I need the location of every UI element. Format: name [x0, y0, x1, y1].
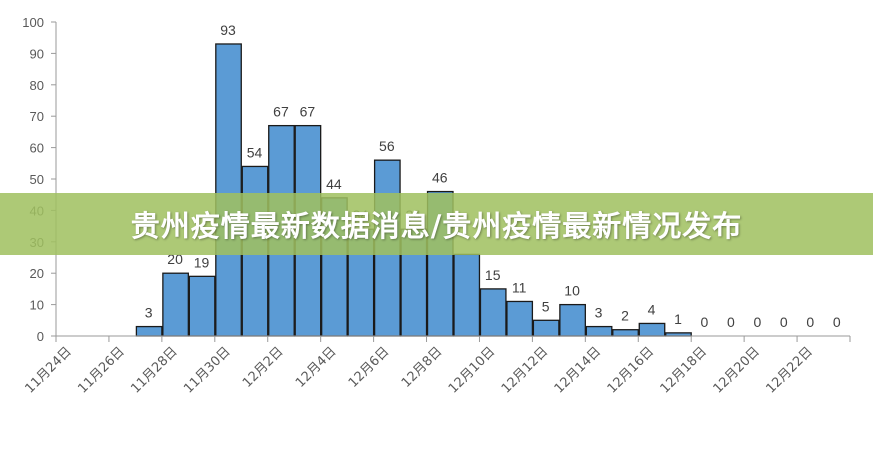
data-label: 19 — [194, 254, 210, 270]
x-tick-label: 12月16日 — [605, 344, 657, 396]
bar — [559, 303, 586, 337]
x-tick-label: 12月4日 — [293, 344, 340, 391]
x-tick-label: 12月8日 — [399, 344, 446, 391]
data-label: 20 — [167, 251, 183, 267]
y-tick-label: 50 — [30, 172, 44, 187]
y-tick-label: 20 — [30, 266, 44, 281]
x-tick-label: 12月18日 — [658, 344, 710, 396]
data-label: 0 — [780, 314, 788, 330]
data-label: 46 — [432, 170, 448, 186]
bar — [479, 288, 507, 337]
y-tick-label: 90 — [30, 46, 44, 61]
data-label: 5 — [542, 298, 550, 314]
y-tick-label: 80 — [30, 78, 44, 93]
bar — [215, 43, 242, 337]
bar — [585, 325, 613, 337]
data-label: 54 — [247, 144, 263, 160]
bars — [135, 43, 692, 337]
data-label: 56 — [379, 138, 395, 154]
bar — [638, 322, 666, 337]
data-label: 3 — [595, 305, 603, 321]
y-tick-label: 70 — [30, 109, 44, 124]
bar — [135, 325, 163, 337]
data-label: 3 — [145, 305, 153, 321]
data-label: 4 — [648, 301, 656, 317]
data-label: 11 — [512, 279, 527, 295]
x-tick-label: 12月6日 — [346, 344, 393, 391]
bar — [612, 329, 639, 337]
data-label: 67 — [300, 104, 316, 120]
bar — [532, 319, 560, 337]
bar — [453, 253, 481, 337]
data-label: 0 — [701, 314, 709, 330]
data-label: 93 — [220, 22, 236, 38]
y-tick-label: 0 — [37, 329, 44, 344]
x-tick-label: 12月10日 — [446, 344, 498, 396]
x-tick-label: 12月14日 — [552, 344, 604, 396]
x-tick-label: 12月2日 — [240, 344, 287, 391]
x-tick-label: 11月30日 — [181, 344, 233, 396]
title-banner: 贵州疫情最新数据消息/贵州疫情最新情况发布 — [0, 193, 873, 255]
x-tick-label: 11月24日 — [22, 344, 74, 396]
x-tick-label: 12月22日 — [764, 344, 816, 396]
data-label: 0 — [727, 314, 735, 330]
y-tick-label: 100 — [22, 15, 44, 30]
banner-text: 贵州疫情最新数据消息/贵州疫情最新情况发布 — [130, 209, 743, 243]
data-label: 0 — [833, 314, 841, 330]
data-label: 15 — [485, 267, 501, 283]
data-label: 44 — [326, 176, 342, 192]
y-tick-label: 60 — [30, 141, 44, 156]
bar — [162, 272, 189, 337]
y-axis: 0102030405060708090100 — [22, 15, 57, 344]
x-tick-label: 12月12日 — [499, 344, 551, 396]
data-label: 2 — [621, 308, 629, 324]
y-tick-label: 10 — [30, 298, 44, 313]
bar — [506, 300, 534, 337]
x-axis: 11月24日 11月26日 11月28日 11月30日 12月2日 12月4日 12月6日 1… — [22, 335, 851, 397]
bar — [188, 275, 216, 337]
data-label: 10 — [564, 283, 580, 299]
data-label: 67 — [273, 104, 289, 120]
x-tick-label: 11月26日 — [75, 344, 127, 396]
x-tick-label: 12月20日 — [711, 344, 763, 396]
data-label: 0 — [806, 314, 814, 330]
x-tick-label: 11月28日 — [128, 344, 180, 396]
data-label: 0 — [753, 314, 761, 330]
data-label: 1 — [674, 311, 682, 327]
